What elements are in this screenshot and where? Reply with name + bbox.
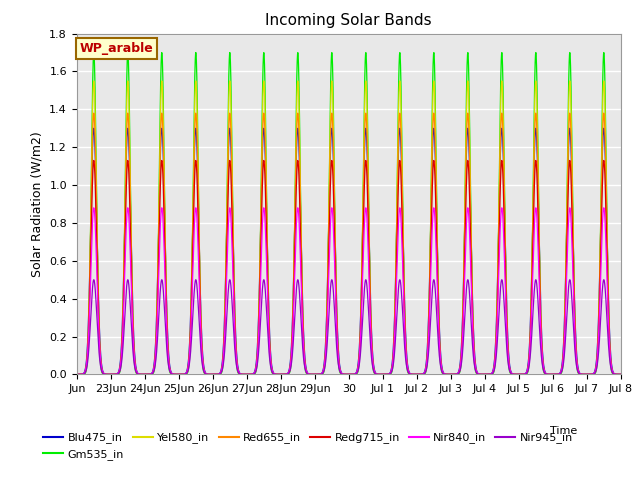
Line: Nir840_in: Nir840_in	[77, 208, 621, 374]
Red655_in	[419, 372, 426, 377]
Gm535_in	[506, 367, 513, 372]
Yel580_in	[419, 372, 426, 377]
Yel580_in	[100, 372, 108, 377]
Nir840_in	[476, 372, 484, 377]
Nir945_in	[100, 371, 108, 377]
Red655_in	[270, 371, 278, 377]
Red655_in	[617, 372, 625, 377]
Gm535_in	[617, 372, 625, 377]
Nir945_in	[476, 372, 484, 377]
Nir945_in	[617, 372, 625, 377]
Line: Red655_in: Red655_in	[77, 113, 621, 374]
Yel580_in	[270, 371, 278, 377]
Yel580_in	[90, 78, 98, 84]
Nir840_in	[73, 372, 81, 377]
Redg715_in	[73, 372, 81, 377]
Blu475_in	[270, 371, 278, 376]
Blu475_in	[506, 358, 513, 364]
Line: Redg715_in: Redg715_in	[77, 160, 621, 374]
Y-axis label: Solar Radiation (W/m2): Solar Radiation (W/m2)	[31, 131, 44, 277]
Nir945_in	[395, 282, 403, 288]
Blu475_in	[90, 125, 98, 131]
Nir840_in	[506, 362, 513, 368]
Red655_in	[476, 372, 484, 377]
Gm535_in	[90, 49, 98, 55]
Nir945_in	[506, 366, 513, 372]
Nir840_in	[419, 372, 426, 377]
Text: Time: Time	[550, 426, 577, 436]
Gm535_in	[100, 372, 108, 377]
Yel580_in	[506, 364, 513, 370]
Red655_in	[100, 371, 108, 377]
Blu475_in	[73, 372, 81, 377]
Yel580_in	[617, 372, 625, 377]
Legend: Blu475_in, Gm535_in, Yel580_in, Red655_in, Redg715_in, Nir840_in, Nir945_in: Blu475_in, Gm535_in, Yel580_in, Red655_i…	[39, 428, 577, 464]
Red655_in	[90, 110, 98, 116]
Nir840_in	[90, 205, 98, 211]
Blu475_in	[419, 371, 426, 377]
Blu475_in	[617, 372, 625, 377]
Blu475_in	[476, 372, 484, 377]
Redg715_in	[395, 171, 403, 177]
Redg715_in	[476, 372, 484, 377]
Gm535_in	[73, 372, 81, 377]
Blu475_in	[395, 139, 403, 145]
Line: Gm535_in: Gm535_in	[77, 52, 621, 374]
Gm535_in	[270, 372, 278, 377]
Title: Incoming Solar Bands: Incoming Solar Bands	[266, 13, 432, 28]
Nir945_in	[419, 372, 426, 377]
Nir840_in	[100, 371, 108, 377]
Line: Yel580_in: Yel580_in	[77, 81, 621, 374]
Nir945_in	[90, 277, 98, 283]
Redg715_in	[506, 363, 513, 369]
Redg715_in	[617, 372, 625, 377]
Blu475_in	[100, 371, 108, 376]
Redg715_in	[270, 371, 278, 377]
Redg715_in	[419, 372, 426, 377]
Line: Blu475_in: Blu475_in	[77, 128, 621, 374]
Red655_in	[395, 127, 403, 132]
Line: Nir945_in: Nir945_in	[77, 280, 621, 374]
Gm535_in	[419, 372, 426, 377]
Yel580_in	[476, 372, 484, 377]
Nir945_in	[73, 372, 81, 377]
Text: WP_arable: WP_arable	[79, 42, 153, 55]
Yel580_in	[395, 99, 403, 105]
Nir840_in	[395, 215, 403, 220]
Gm535_in	[476, 372, 484, 377]
Redg715_in	[90, 157, 98, 163]
Red655_in	[506, 361, 513, 367]
Nir945_in	[270, 371, 278, 377]
Yel580_in	[73, 372, 81, 377]
Nir840_in	[270, 371, 278, 376]
Gm535_in	[395, 76, 403, 82]
Nir840_in	[617, 372, 625, 377]
Red655_in	[73, 372, 81, 377]
Redg715_in	[100, 371, 108, 377]
